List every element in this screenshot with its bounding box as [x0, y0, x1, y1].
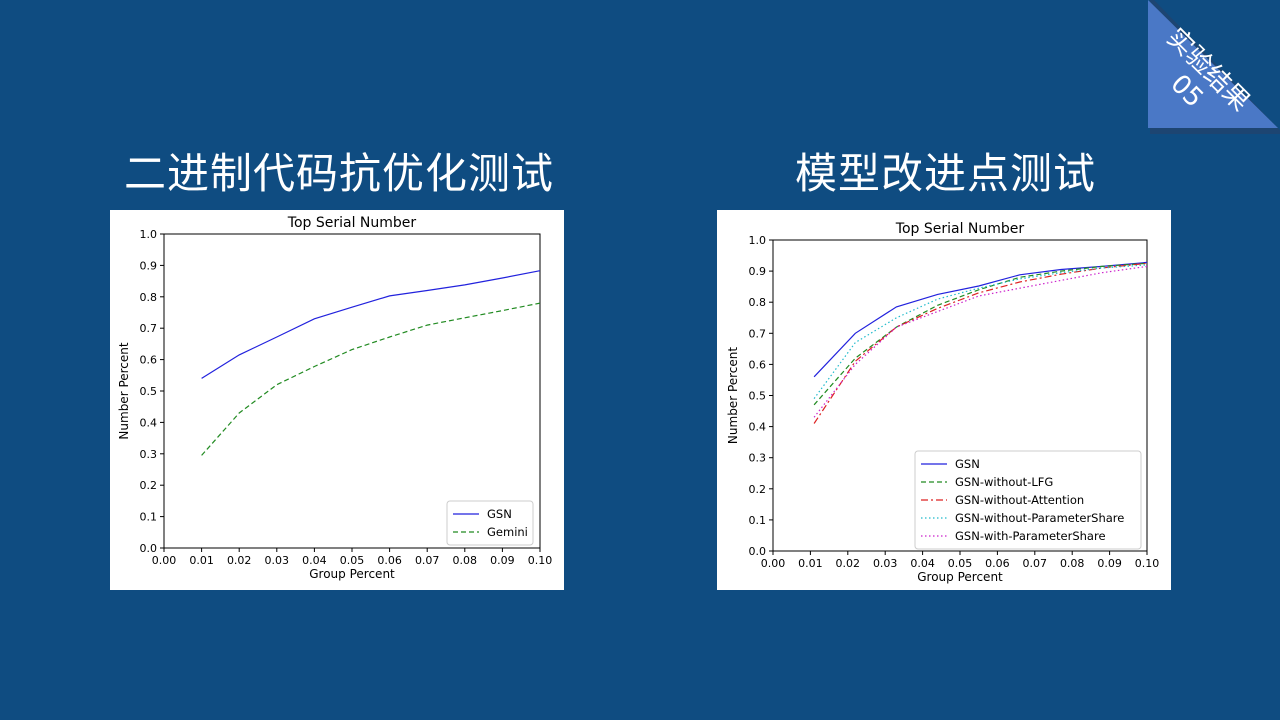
- x-tick-label: 0.09: [490, 554, 515, 567]
- x-tick-label: 0.00: [152, 554, 177, 567]
- y-tick-label: 0.8: [749, 296, 767, 309]
- series-line-gsn-with-parametershare: [813, 265, 1148, 418]
- chart-title: Top Serial Number: [895, 221, 1025, 237]
- y-tick-label: 0.1: [749, 514, 767, 527]
- corner-triangle: [1148, 0, 1278, 128]
- legend-label: GSN-without-Attention: [955, 493, 1084, 507]
- y-tick-label: 0.5: [749, 390, 767, 403]
- corner-badge: 实验结果 05: [1148, 0, 1280, 134]
- x-tick-label: 0.03: [265, 554, 290, 567]
- y-axis-label: Number Percent: [117, 342, 131, 439]
- y-tick-label: 0.4: [749, 421, 767, 434]
- left-section-title: 二进制代码抗优化测试: [124, 149, 555, 198]
- series-line-gemini: [201, 302, 541, 456]
- y-tick-label: 1.0: [749, 234, 767, 247]
- left-chart-panel: Top Serial Number 0.00 0.01 0.02 0.03 0.04 0.0…: [110, 210, 564, 590]
- x-tick-label: 0.05: [948, 557, 973, 570]
- x-tick-label: 0.07: [1023, 557, 1048, 570]
- legend-box: [914, 450, 1142, 550]
- legend-label: GSN-with-ParameterShare: [955, 529, 1106, 543]
- chart-title: Top Serial Number: [287, 215, 417, 231]
- x-tick-label: 0.06: [985, 557, 1010, 570]
- legend-label: GSN: [487, 507, 512, 521]
- x-tick-label: 0.06: [377, 554, 402, 567]
- y-tick-label: 0.8: [140, 291, 158, 304]
- y-tick-label: 0.0: [749, 545, 767, 558]
- y-axis-label: Number Percent: [726, 347, 740, 444]
- right-chart-panel: Top Serial Number 0.00 0.01 0.02 0.03 0.04 0.0…: [717, 210, 1171, 590]
- y-tick-label: 0.3: [140, 448, 158, 461]
- y-tick-label: 0.4: [140, 416, 158, 429]
- y-tick-label: 0.5: [140, 385, 158, 398]
- series-line-gsn: [201, 270, 541, 379]
- x-tick-label: 0.01: [798, 557, 823, 570]
- right-section-title: 模型改进点测试: [795, 149, 1097, 198]
- y-tick-label: 0.1: [140, 511, 158, 524]
- x-tick-label: 0.08: [1060, 557, 1085, 570]
- x-tick-label: 0.07: [415, 554, 440, 567]
- x-tick-label: 0.09: [1097, 557, 1122, 570]
- legend-label: GSN-without-ParameterShare: [955, 511, 1124, 525]
- x-axis-label: Group Percent: [309, 567, 395, 581]
- right-line-chart: Top Serial Number 0.00 0.01 0.02 0.03 0.04 0.0…: [726, 221, 1160, 584]
- legend-label: GSN-without-LFG: [955, 475, 1053, 489]
- x-tick-label: 0.02: [227, 554, 252, 567]
- series-line-gsn: [813, 261, 1148, 378]
- x-tick-label: 0.01: [189, 554, 214, 567]
- x-axis-label: Group Percent: [917, 570, 1003, 584]
- x-tick-label: 0.04: [302, 554, 327, 567]
- y-tick-label: 0.6: [140, 354, 158, 367]
- series-line-gsn-without-parametershare: [813, 264, 1148, 399]
- y-tick-label: 0.0: [140, 542, 158, 555]
- y-tick-label: 0.7: [140, 322, 158, 335]
- y-tick-label: 0.2: [749, 483, 767, 496]
- y-tick-label: 0.9: [749, 265, 767, 278]
- y-tick-label: 0.7: [749, 327, 767, 340]
- series-line-gsn-without-lfg: [813, 262, 1148, 406]
- left-line-chart: Top Serial Number 0.00 0.01 0.02 0.03 0.04 0.0…: [117, 215, 553, 581]
- x-tick-label: 0.02: [836, 557, 861, 570]
- series-line-gsn-without-attention: [813, 262, 1148, 424]
- y-tick-label: 0.9: [140, 259, 158, 272]
- y-tick-label: 1.0: [140, 228, 158, 241]
- y-tick-label: 0.3: [749, 452, 767, 465]
- y-tick-label: 0.6: [749, 358, 767, 371]
- legend-label: Gemini: [487, 525, 528, 539]
- x-tick-label: 0.00: [761, 557, 786, 570]
- legend-box: [446, 500, 534, 546]
- x-tick-label: 0.04: [910, 557, 935, 570]
- x-tick-label: 0.08: [453, 554, 478, 567]
- x-tick-label: 0.05: [340, 554, 365, 567]
- y-tick-label: 0.2: [140, 479, 158, 492]
- x-tick-label: 0.03: [873, 557, 898, 570]
- legend-label: GSN: [955, 457, 980, 471]
- x-tick-label: 0.10: [528, 554, 553, 567]
- x-tick-label: 0.10: [1135, 557, 1160, 570]
